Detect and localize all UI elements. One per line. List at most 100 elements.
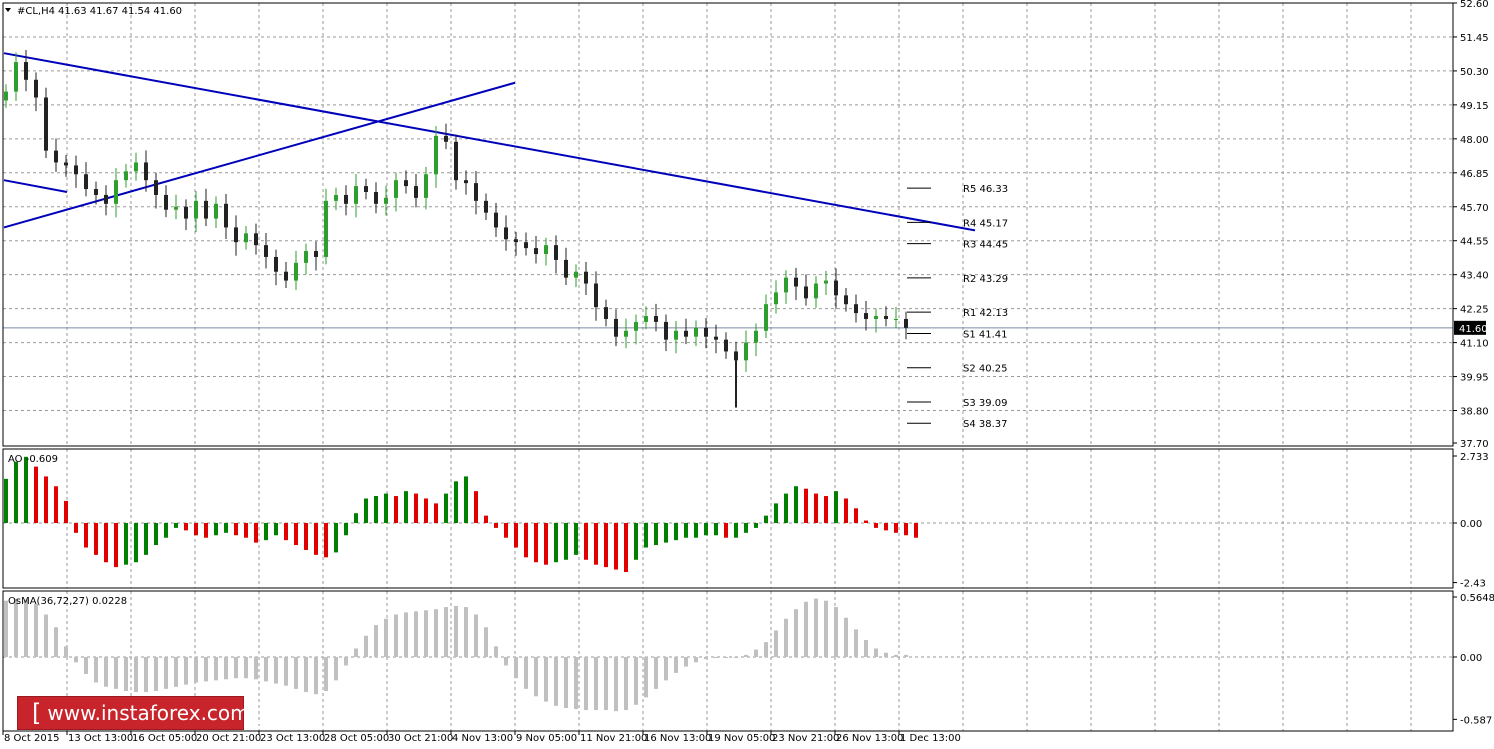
candle-body (134, 162, 138, 172)
time-tick-label: 20 Oct 21:00 (196, 733, 261, 744)
osma-bar (534, 657, 538, 697)
panel-frame (2, 448, 1454, 589)
ao-bar (504, 523, 508, 538)
osma-bar (784, 618, 788, 657)
candle-body (634, 321, 638, 331)
osma-bar (524, 657, 528, 689)
ao-bar (664, 523, 668, 543)
candle-body (54, 150, 58, 163)
candle-body (204, 200, 208, 219)
ao-bar (634, 523, 638, 560)
ao-bar (114, 523, 118, 568)
osma-bar (594, 657, 598, 711)
osma-bar (334, 657, 338, 681)
ao-bar (334, 523, 338, 553)
ao-bar (274, 523, 278, 536)
price-tick-label: 39.95 (1460, 373, 1489, 384)
panel-frame (2, 590, 1454, 732)
bracket-close: ] (255, 699, 266, 727)
osma-bar (94, 657, 98, 683)
ao-bar (24, 456, 28, 523)
ao-bar (294, 523, 298, 546)
osma-bar (244, 657, 248, 679)
ao-bar (494, 523, 498, 528)
osma-bar (124, 657, 128, 691)
osma-bar (454, 606, 458, 657)
candle-body (274, 256, 278, 272)
ao-bar (254, 523, 258, 543)
current-price-label: 41.60 (1459, 324, 1488, 335)
candle-body (904, 318, 908, 328)
time-tick-label: 30 Oct 21:00 (388, 733, 453, 744)
ao-bar (144, 523, 148, 555)
ao-bar (834, 491, 838, 523)
osma-bar (194, 657, 198, 683)
ao-bar (194, 523, 198, 536)
osma-bar (424, 610, 428, 657)
ao-bar (784, 493, 788, 523)
ao-bar (514, 523, 518, 548)
candle-body (794, 277, 798, 287)
candle-body (214, 203, 218, 219)
candle-body (454, 141, 458, 181)
candle-body (814, 283, 818, 299)
osma-bar (714, 657, 718, 658)
ao-bar (574, 523, 578, 555)
osma-bar (564, 657, 568, 708)
candle-body (284, 271, 288, 281)
ao-tick-label: 0.00 (1460, 519, 1482, 530)
osma-bar (4, 600, 8, 657)
candle-body (624, 330, 628, 337)
ao-bar (794, 486, 798, 523)
ao-bar (604, 523, 608, 568)
osma-bar (764, 642, 768, 657)
ao-bar (694, 523, 698, 538)
candle-body (534, 248, 538, 255)
osma-bar (264, 657, 268, 682)
osma-bar (414, 611, 418, 657)
ao-bar (614, 523, 618, 570)
osma-tick-label: 0.5648 (1460, 593, 1494, 604)
osma-bar (624, 657, 628, 711)
triangle-down-icon[interactable] (5, 8, 11, 12)
candle-body (234, 227, 238, 243)
candle-body (304, 251, 308, 263)
osma-bar (44, 614, 48, 657)
candle-body (524, 242, 528, 249)
osma-bar (364, 635, 368, 657)
candle-body (394, 180, 398, 198)
candle-body (644, 316, 648, 322)
candle-body (744, 342, 748, 361)
watermark-brand: www.instaforex.com (47, 701, 250, 725)
osma-bar (844, 617, 848, 657)
candle-body (64, 162, 68, 166)
ao-bar (484, 515, 488, 523)
osma-bar (794, 609, 798, 657)
candle-body (594, 283, 598, 308)
candle-body (184, 206, 188, 219)
price-axis[interactable]: 52.60 51.45 50.30 49.15 48.00 46.85 45.70 44.55… (1453, 0, 1494, 726)
ao-bar (454, 481, 458, 523)
ao-bar (74, 523, 78, 533)
ao-bar (34, 466, 38, 523)
ao-bar (444, 493, 448, 523)
ao-bar (744, 523, 748, 533)
candle-body (804, 286, 808, 299)
time-tick-label: 28 Oct 05:00 (324, 733, 389, 744)
price-tick-label: 50.30 (1460, 67, 1489, 78)
candle-body (604, 307, 608, 319)
osma-bar (484, 627, 488, 657)
candle-body (334, 194, 338, 201)
osma-bar (824, 600, 828, 657)
candle-body (224, 203, 228, 228)
ao-tick-label: 2.733 (1460, 452, 1489, 463)
candle-body (434, 135, 438, 175)
candle-body (614, 318, 618, 337)
osma-bar (284, 657, 288, 686)
price-tick-label: 44.55 (1460, 237, 1489, 248)
ao-bar (44, 476, 48, 523)
trendlines[interactable] (3, 52, 976, 232)
